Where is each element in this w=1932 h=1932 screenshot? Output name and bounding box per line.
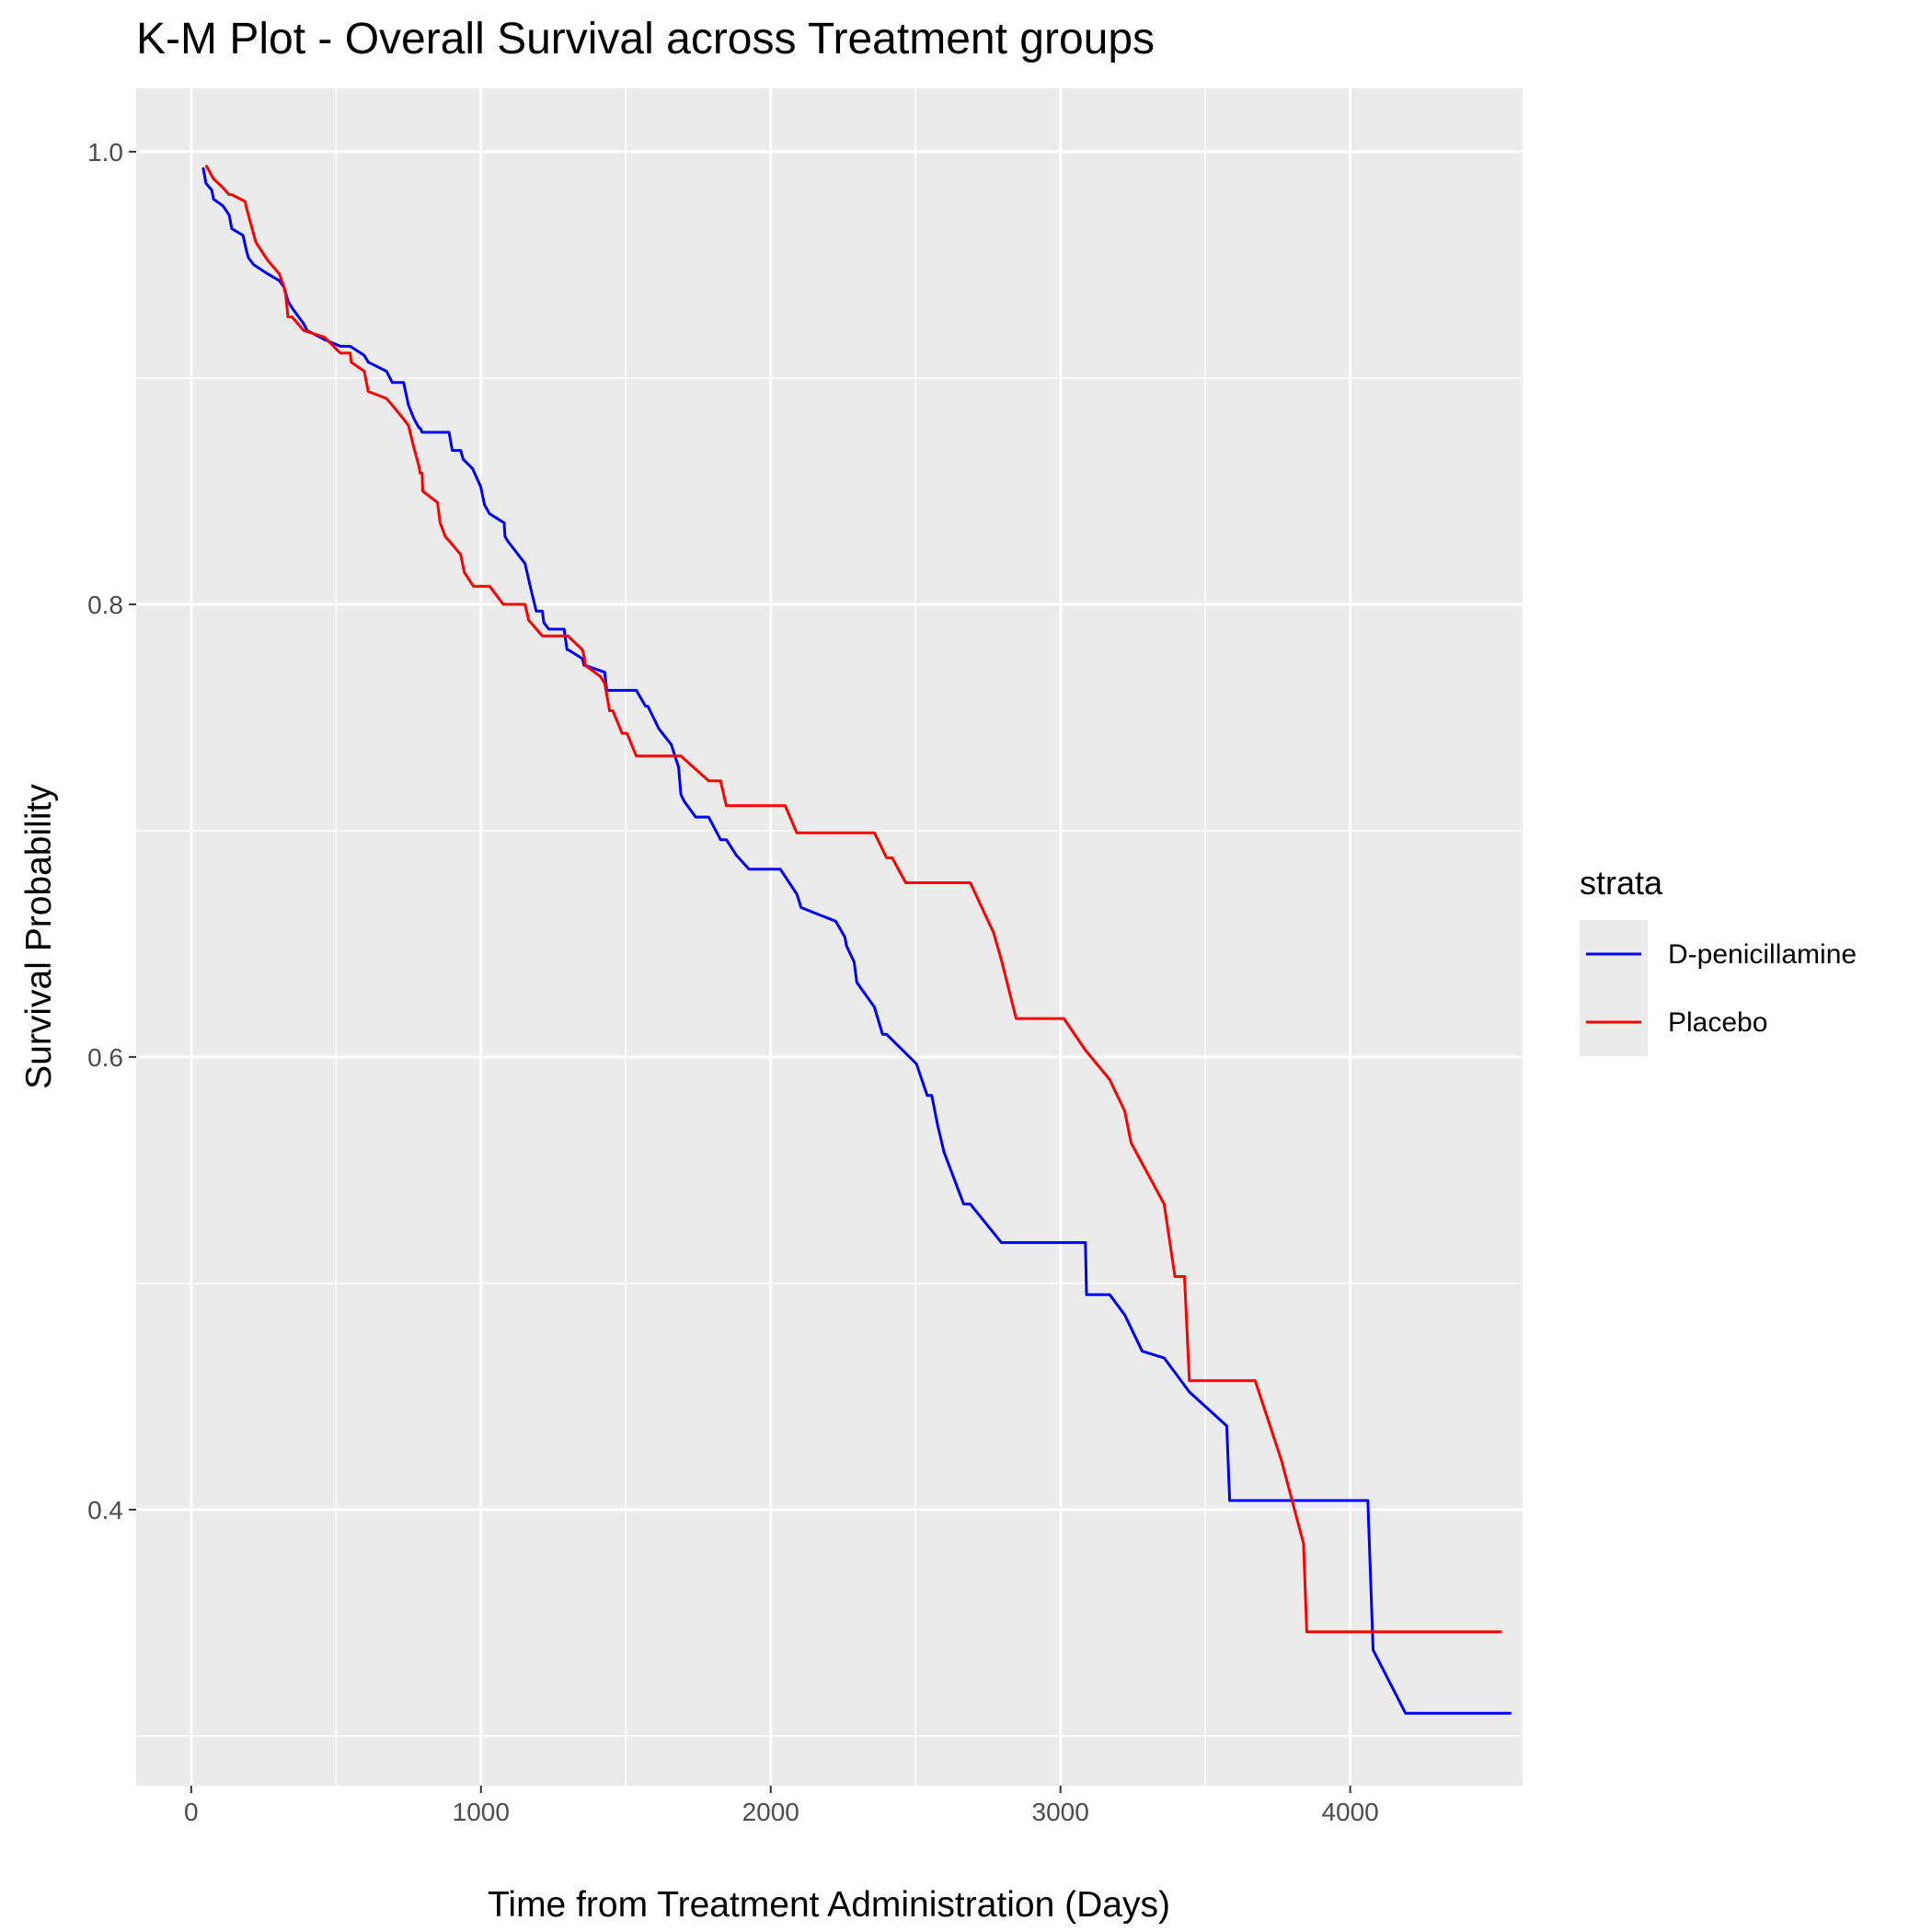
y-axis: 0.4 0.6 0.8 1.0 (87, 138, 136, 1524)
grid-major (136, 88, 1523, 1786)
y-tick-label: 0.4 (87, 1496, 123, 1524)
x-axis: 0 1000 2000 3000 4000 (184, 1786, 1379, 1826)
y-tick-label: 0.6 (87, 1043, 123, 1072)
grid-minor (136, 88, 1523, 1786)
y-tick-label: 1.0 (87, 138, 123, 167)
y-tick-label: 0.8 (87, 591, 123, 619)
legend-label-d-penicillamine: D-penicillamine (1668, 939, 1857, 970)
plot-panel (136, 88, 1523, 1786)
x-tick-label: 1000 (453, 1798, 510, 1826)
chart-title: K-M Plot - Overall Survival across Treat… (136, 15, 1155, 63)
x-tick-label: 2000 (742, 1798, 799, 1826)
legend-label-placebo: Placebo (1668, 1007, 1767, 1038)
x-tick-label: 3000 (1032, 1798, 1089, 1826)
series-layer (201, 164, 1512, 1715)
series-line-placebo (204, 164, 1502, 1634)
x-tick-label: 4000 (1321, 1798, 1378, 1826)
legend-title: strata (1580, 864, 1663, 902)
y-axis-title: Survival Probability (19, 784, 59, 1089)
x-tick-label: 0 (184, 1798, 199, 1826)
legend: strata D-penicillamine Placebo (1580, 864, 1857, 1056)
x-axis-title: Time from Treatment Administration (Days… (488, 1885, 1170, 1925)
